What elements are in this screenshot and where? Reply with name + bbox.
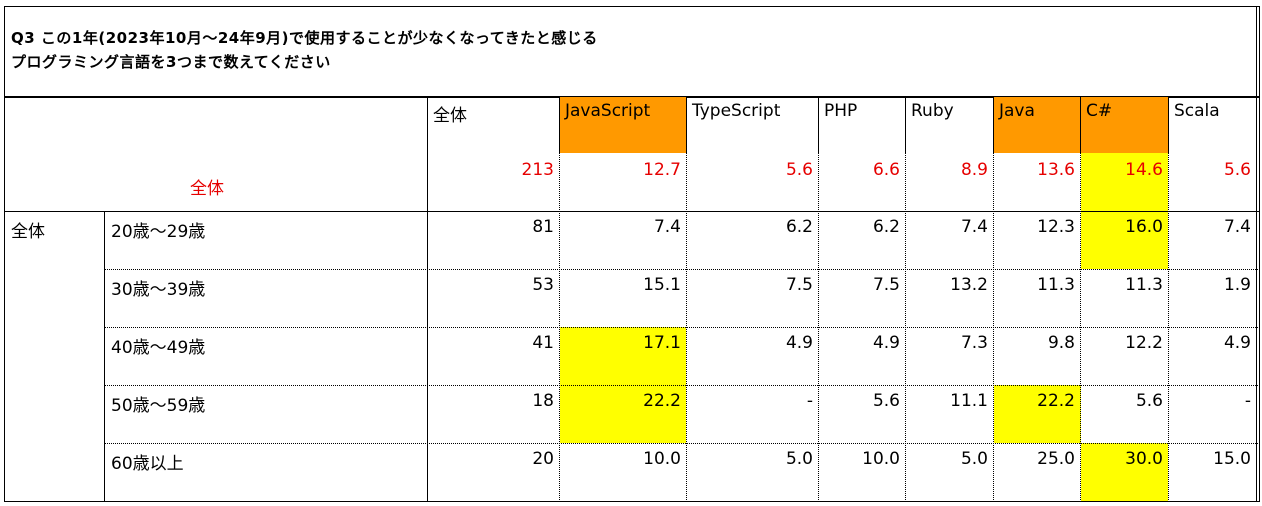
row-30s-value: 53 [532, 275, 554, 295]
row-30s-value: 15.1 [643, 275, 681, 295]
row-60s-value: 25.0 [1037, 449, 1075, 469]
row-60s-value: 10.0 [862, 449, 900, 469]
row-30s-value: 7.5 [785, 275, 813, 295]
total-value-csharp: 14.6 [1125, 160, 1163, 180]
row-40s-value: 12.2 [1125, 333, 1163, 353]
col-header-csharp: C# [1086, 101, 1113, 121]
row-30s-value: 11.3 [1125, 275, 1163, 295]
row-divider-3 [104, 385, 1260, 386]
col-header-ruby: Ruby [911, 101, 954, 121]
row-30s-value: 11.3 [1037, 275, 1075, 295]
col-header-java: Java [999, 101, 1035, 121]
row-60s-value: 5.0 [785, 449, 813, 469]
row-60s-value: 5.0 [960, 449, 988, 469]
hdr-divider-1 [559, 97, 560, 153]
col-header-php: PHP [824, 101, 858, 121]
col-header-javascript: JavaScript [565, 101, 651, 121]
row-50s-value: 5.6 [872, 391, 900, 411]
right-border [1256, 6, 1257, 502]
row-30s-value: 13.2 [950, 275, 988, 295]
col-header-scala: Scala [1174, 101, 1220, 121]
title-line-1: Q3 この1年(2023年10月～24年9月)で使用することが少なくなってきたと… [11, 29, 598, 47]
row-50s-value: 22.2 [643, 391, 681, 411]
total-value-scala: 5.6 [1223, 160, 1251, 180]
col-header-total: 全体 [433, 106, 467, 126]
row-40s-value: 17.1 [643, 333, 681, 353]
hdr-divider-7 [1168, 97, 1169, 153]
row-20s-value: 16.0 [1125, 217, 1163, 237]
row-60s-value: 30.0 [1125, 449, 1163, 469]
hdr-divider-4 [905, 97, 906, 153]
row-50s-value: 11.1 [950, 391, 988, 411]
row-label-60s: 60歳以上 [111, 454, 184, 474]
row-30s-value: 1.9 [1223, 275, 1251, 295]
row-40s-value: 4.9 [872, 333, 900, 353]
row-20s-value: 7.4 [653, 217, 681, 237]
row-divider-2 [104, 327, 1260, 328]
row-50s-value: 5.6 [1135, 391, 1163, 411]
row-40s-value: 4.9 [785, 333, 813, 353]
total-value-typescript: 5.6 [785, 160, 813, 180]
row-20s-value: 7.4 [960, 217, 988, 237]
row-label-30s: 30歳～39歳 [111, 280, 206, 300]
row-20s-value: 6.2 [785, 217, 813, 237]
highlight-20s-csharp [1081, 212, 1168, 269]
row-50s-value: - [806, 391, 813, 411]
highlight-50s-java [994, 385, 1081, 443]
row-40s-value: 4.9 [1223, 333, 1251, 353]
row-60s-value: 20 [532, 449, 554, 469]
title-line-2: プログラミング言語を3つまで数えてください [11, 53, 331, 71]
row-40s-value: 7.3 [960, 333, 988, 353]
group-col-divider [104, 212, 105, 502]
row-30s-value: 7.5 [872, 275, 900, 295]
header-highlight-csharp [1081, 97, 1168, 153]
row-20s-value: 12.3 [1037, 217, 1075, 237]
group-label: 全体 [11, 222, 45, 242]
total-value-ruby: 8.9 [960, 160, 988, 180]
highlight-50s-javascript [560, 385, 686, 443]
row-60s-value: 10.0 [643, 449, 681, 469]
row-label-20s: 20歳～29歳 [111, 222, 206, 242]
total-value-all: 213 [521, 160, 554, 180]
row-40s-value: 9.8 [1047, 333, 1075, 353]
row-50s-value: 18 [532, 391, 554, 411]
row-label-50s: 50歳～59歳 [111, 396, 206, 416]
row-20s-value: 81 [532, 217, 554, 237]
total-value-php: 6.6 [872, 160, 900, 180]
col-header-typescript: TypeScript [692, 101, 781, 121]
highlight-60s-csharp [1081, 443, 1168, 501]
hdr-divider-2 [686, 97, 687, 153]
row-20s-value: 6.2 [872, 217, 900, 237]
row-50s-value: - [1244, 391, 1251, 411]
total-value-java: 13.6 [1037, 160, 1075, 180]
highlight-40s-javascript [560, 327, 686, 385]
row-40s-value: 41 [532, 333, 554, 353]
total-divider [4, 211, 1260, 212]
row-divider-4 [104, 443, 1260, 444]
label-col-divider [427, 97, 428, 502]
hdr-divider-6 [1080, 97, 1081, 153]
header-highlight-java [994, 97, 1081, 153]
total-value-javascript: 12.7 [643, 160, 681, 180]
highlight-total-csharp [1081, 153, 1168, 211]
row-20s-value: 7.4 [1223, 217, 1251, 237]
row-60s-value: 15.0 [1213, 449, 1251, 469]
row-50s-value: 22.2 [1037, 391, 1075, 411]
table-frame [4, 6, 1260, 502]
row-divider-1 [104, 269, 1260, 270]
hdr-divider-5 [993, 97, 994, 153]
header-highlight-javascript [560, 97, 686, 153]
question-title: Q3 この1年(2023年10月～24年9月)で使用することが少なくなってきたと… [11, 26, 598, 74]
total-row-label: 全体 [190, 179, 224, 199]
hdr-divider-3 [818, 97, 819, 153]
row-label-40s: 40歳～49歳 [111, 338, 206, 358]
